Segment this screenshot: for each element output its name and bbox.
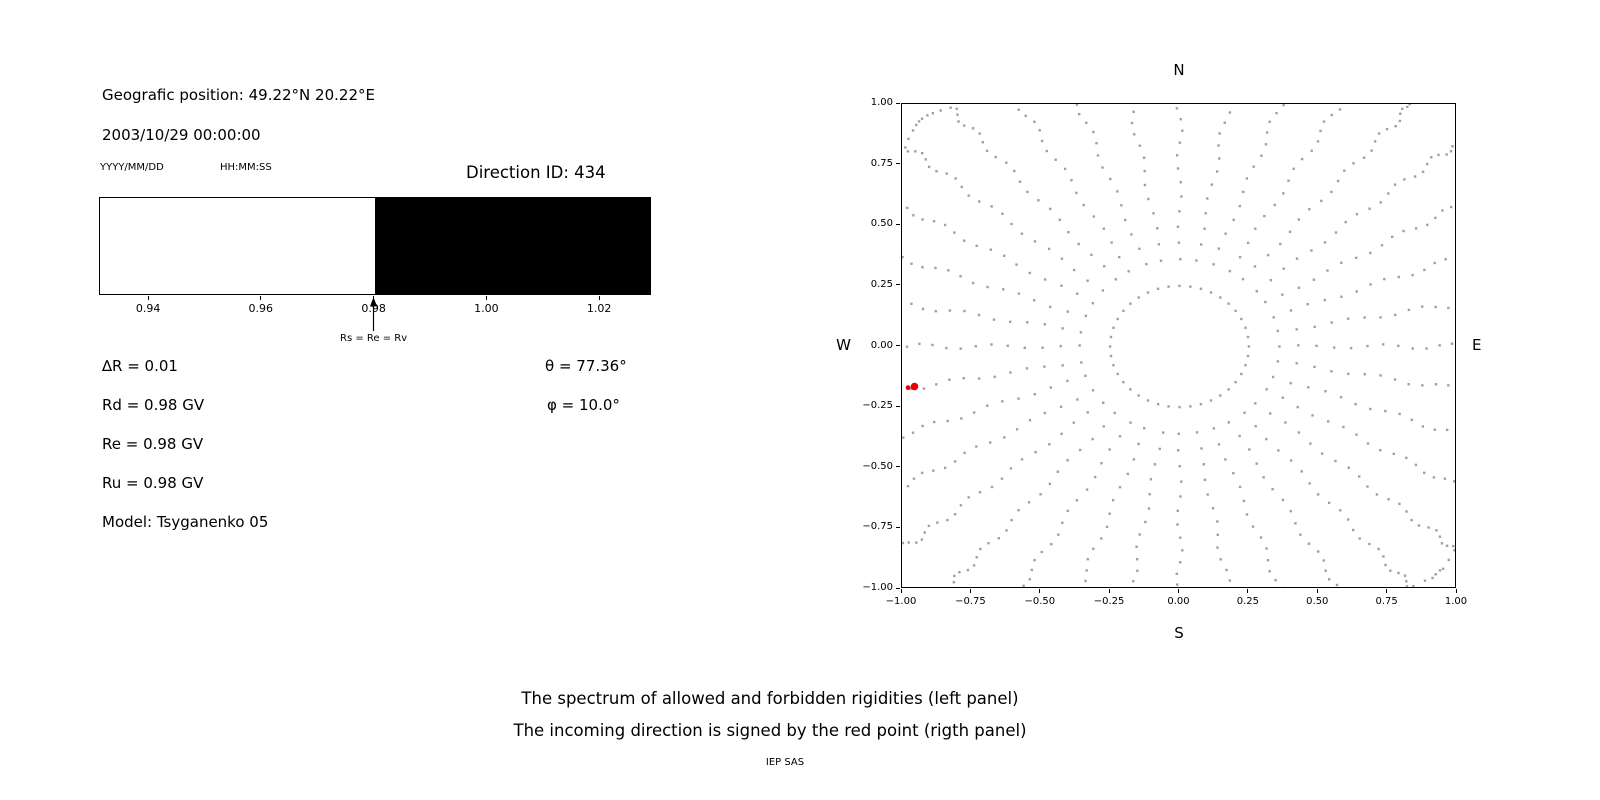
x-axis-tick-label: 0.25 xyxy=(1236,596,1260,607)
compass-east-label: E xyxy=(1472,336,1482,354)
date-format-label: YYYY/MM/DD xyxy=(100,162,164,173)
spectrum-tick xyxy=(485,296,487,300)
spectrum-tick-label: 0.96 xyxy=(248,302,274,315)
spectrum-tick xyxy=(147,296,149,300)
compass-west-label: W xyxy=(836,336,851,354)
incoming-direction-red-point xyxy=(910,382,919,391)
x-axis-tick xyxy=(1108,589,1110,593)
model-label: Model: Tsyganenko 05 xyxy=(102,513,269,531)
y-axis-tick xyxy=(896,466,900,468)
x-axis-tick xyxy=(969,589,971,593)
y-axis-tick-label: 1.00 xyxy=(870,97,893,108)
rd-value: Rd = 0.98 GV xyxy=(102,396,205,414)
y-axis-tick-label: 0.00 xyxy=(870,339,893,351)
geo-position-label: Geografic position: 49.22°N 20.22°E xyxy=(102,86,375,104)
forbidden-band xyxy=(374,198,650,294)
y-axis-tick-label: 0.25 xyxy=(870,278,893,290)
x-axis-tick xyxy=(1316,589,1318,593)
re-value: Re = 0.98 GV xyxy=(102,435,204,453)
y-axis-tick xyxy=(896,405,900,407)
spectrum-tick xyxy=(260,296,262,300)
x-axis-tick-label: −0.75 xyxy=(955,596,986,607)
boundary-arrow-icon xyxy=(370,297,378,331)
y-axis-tick-label: −0.25 xyxy=(862,400,893,412)
spectrum-tick-label: 0.94 xyxy=(135,302,161,315)
y-axis-tick xyxy=(896,587,900,589)
y-axis-tick-label: −1.00 xyxy=(862,582,893,593)
x-axis-tick xyxy=(1178,589,1179,593)
y-axis-tick xyxy=(896,345,900,346)
direction-id-label: Direction ID: 434 xyxy=(466,163,606,182)
spectrum-tick xyxy=(598,296,600,300)
y-axis-tick xyxy=(896,223,900,225)
time-format-label: HH:MM:SS xyxy=(220,162,272,173)
ru-value: Ru = 0.98 GV xyxy=(102,474,204,492)
rigidity-spectrum-bar xyxy=(99,197,651,295)
direction-scatter-plot xyxy=(901,103,1456,588)
y-axis-tick xyxy=(896,526,900,528)
caption-line-1: The spectrum of allowed and forbidden ri… xyxy=(521,689,1019,708)
rs-annotation-label: Rs = Re = Rv xyxy=(340,333,408,344)
x-axis-tick-label: 0.75 xyxy=(1375,596,1398,607)
caption-line-2: The incoming direction is signed by the … xyxy=(513,721,1027,740)
spectrum-tick-label: 1.02 xyxy=(586,302,612,315)
x-axis-tick xyxy=(900,589,902,593)
credit-label: IEP SAS xyxy=(765,757,805,768)
y-axis-tick-label: 0.50 xyxy=(870,218,893,230)
x-axis-tick xyxy=(1386,589,1388,593)
x-axis-tick xyxy=(1247,589,1249,593)
incoming-direction-red-point xyxy=(905,385,911,391)
delta-r-value: ∆R = 0.01 xyxy=(102,357,178,375)
spectrum-tick-label: 1.00 xyxy=(474,302,499,315)
x-axis-tick-label: 1.00 xyxy=(1444,596,1468,607)
x-axis-tick-label: 0.50 xyxy=(1306,596,1329,607)
compass-south-label: S xyxy=(1174,624,1184,642)
datetime-label: 2003/10/29 00:00:00 xyxy=(102,126,261,144)
theta-value: θ = 77.36° xyxy=(545,357,627,375)
x-axis-tick xyxy=(1039,589,1041,593)
x-axis-tick xyxy=(1455,589,1457,593)
y-axis-tick xyxy=(896,163,900,165)
y-axis-tick-label: 0.75 xyxy=(870,157,893,169)
x-axis-tick-label: −0.50 xyxy=(1024,596,1056,607)
y-axis-tick-label: −0.75 xyxy=(862,521,893,533)
y-axis-tick-label: −0.50 xyxy=(862,460,893,472)
x-axis-tick-label: −1.00 xyxy=(885,596,917,607)
x-axis-tick-label: −0.25 xyxy=(1093,596,1125,607)
y-axis-tick xyxy=(896,284,900,286)
x-axis-tick-label: 0.00 xyxy=(1167,596,1190,607)
compass-north-label: N xyxy=(1173,61,1185,79)
phi-value: φ = 10.0° xyxy=(547,396,620,414)
y-axis-tick xyxy=(896,102,900,104)
